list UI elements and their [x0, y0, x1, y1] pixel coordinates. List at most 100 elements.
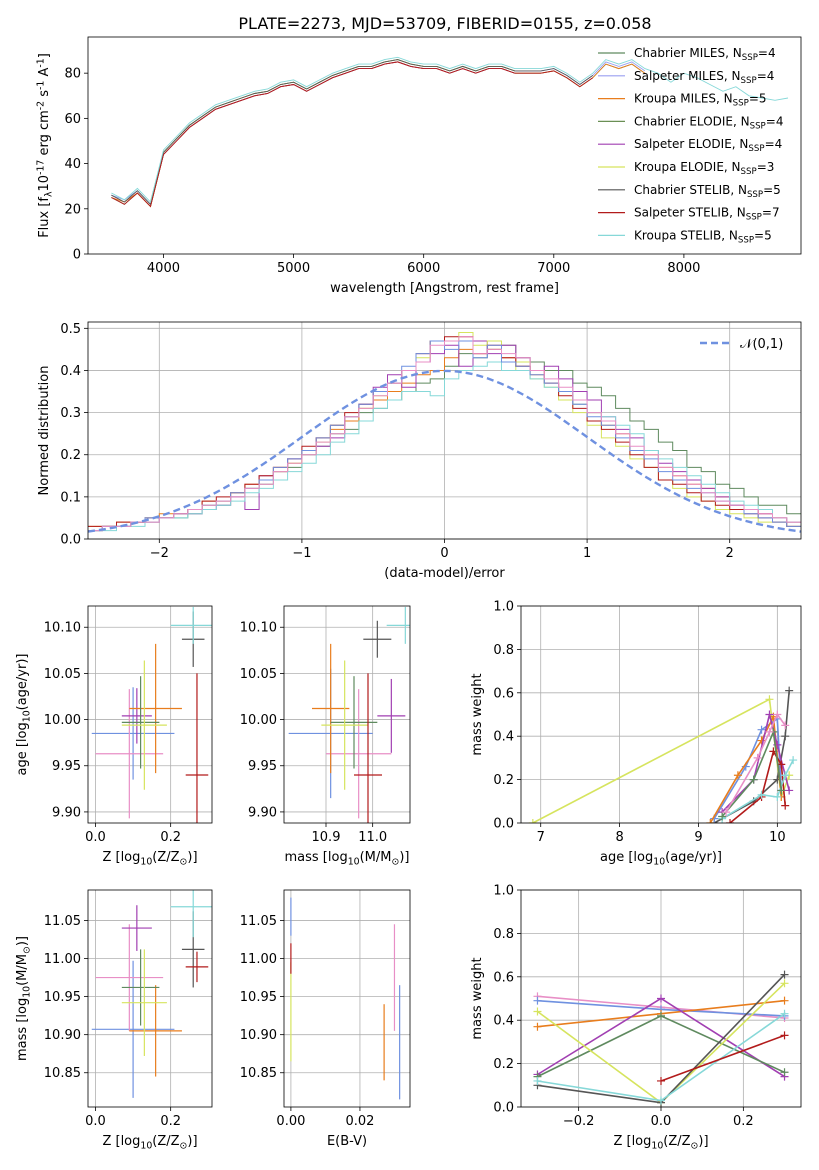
y-tick-label: 9.90: [52, 805, 81, 820]
weight-marker: [765, 727, 774, 736]
histogram-5: [88, 361, 801, 532]
errorbar-point: [321, 660, 368, 790]
spectrum-line-7: [111, 61, 594, 208]
weight-marker: [733, 771, 742, 780]
errorbar-point: [185, 951, 209, 983]
weight-marker: [777, 760, 786, 769]
x-tick-label: 0.00: [276, 1114, 305, 1129]
weight-marker: [726, 819, 735, 823]
errorbar-point: [330, 676, 378, 769]
errorbar-point: [91, 687, 175, 780]
spectrum-line-6: [111, 59, 594, 206]
x-axis-label: (data-model)/error: [384, 566, 505, 581]
weight-marker: [657, 1076, 665, 1085]
panel-spectrum: 4000 5000 6000 7000 8000 0 20 40 60 80 wavelength …: [35, 36, 802, 296]
x-tick-label: 0.0: [85, 1114, 106, 1129]
y-tick-label: 40: [64, 157, 81, 172]
errorbar-point: [326, 689, 392, 819]
x-tick-label: 8: [615, 830, 623, 845]
y-tick-label: 0.2: [60, 448, 81, 463]
y-tick-label: 0.2: [493, 1057, 514, 1072]
y-tick-label: 10.00: [240, 713, 277, 728]
x-tick-label: 0: [440, 546, 448, 561]
x-tick-label: 0.02: [345, 1114, 374, 1129]
y-tick-label: 0.8: [493, 927, 514, 942]
weight-marker: [757, 725, 766, 734]
weight-marker: [533, 1022, 542, 1031]
y-tick-label: 0.0: [493, 1101, 514, 1116]
legend-entry: Chabrier STELIB, NSSP=5: [634, 183, 781, 200]
x-tick-label: 7: [537, 830, 545, 845]
y-axis-label: mass weight: [470, 957, 485, 1039]
errorbar-point: [386, 606, 410, 644]
y-tick-label: 9.95: [52, 759, 81, 774]
weight-marker: [773, 710, 782, 719]
y-tick-label: 0.6: [493, 686, 514, 701]
legend-entry: Salpeter ELODIE, NSSP=4: [634, 137, 782, 154]
errorbar-point: [354, 673, 382, 823]
x-tick-label: 9: [694, 830, 702, 845]
errorbar-point: [129, 643, 182, 774]
errorbar-point: [121, 660, 167, 790]
weight-marker: [789, 756, 798, 765]
histogram-7: [88, 336, 801, 532]
weight-line-7: [721, 728, 783, 818]
y-tick-label: 10.00: [44, 713, 81, 728]
weight-marker: [780, 970, 789, 979]
x-tick-label: 5000: [277, 261, 310, 276]
x-tick-label: −0.2: [563, 1114, 595, 1129]
y-tick-label: 10.05: [240, 667, 277, 682]
plot-area: [528, 686, 798, 823]
axes-frame: [87, 889, 213, 1108]
x-tick-label: 4000: [147, 261, 180, 276]
errorbar-point: [121, 905, 152, 951]
weight-marker: [657, 1096, 665, 1105]
weight-marker: [753, 753, 762, 762]
x-tick-label: 0.2: [160, 1114, 181, 1129]
legend-entry: 𝒩(0,1): [740, 337, 783, 352]
legend-entry: Kroupa ELODIE, NSSP=3: [634, 160, 774, 177]
y-tick-label: 10.05: [44, 667, 81, 682]
errorbar-point: [91, 960, 175, 1098]
y-tick-label: 0.5: [60, 322, 81, 337]
weight-marker: [706, 819, 715, 823]
panel-age-vs-mass: 10.9 11.0 9.90 9.95 10.00 10.05 10.10 mass [log…: [240, 605, 411, 867]
errorbar-point: [312, 643, 350, 774]
y-axis-label: mass weight: [470, 673, 485, 755]
y-tick-label: 10.85: [44, 1066, 81, 1081]
y-tick-label: 0.0: [493, 817, 514, 832]
errorbar-point: [95, 924, 164, 1031]
weight-marker: [722, 808, 731, 817]
errorbar-point: [121, 676, 160, 769]
y-tick-label: 11.05: [44, 914, 81, 929]
y-tick-label: 10.90: [240, 1028, 277, 1043]
y-tick-label: 0.8: [493, 643, 514, 658]
weight-marker: [528, 819, 537, 823]
weight-marker: [781, 732, 790, 741]
x-tick-label: 0.0: [85, 830, 106, 845]
y-tick-label: 0.4: [493, 1014, 514, 1029]
weight-marker: [780, 979, 789, 988]
weight-marker: [780, 996, 789, 1005]
x-tick-label: 1: [583, 546, 591, 561]
weight-marker: [785, 686, 794, 695]
errorbar-point: [95, 689, 164, 819]
y-tick-label: 11.00: [44, 952, 81, 967]
y-tick-label: 11.05: [240, 914, 277, 929]
x-tick-label: −1: [292, 546, 311, 561]
weight-marker: [757, 790, 766, 799]
legend-entry: Chabrier MILES, NSSP=4: [634, 46, 776, 63]
x-tick-label: 0.2: [733, 1114, 754, 1129]
y-tick-label: 0.1: [60, 490, 81, 505]
y-tick-label: 9.90: [248, 805, 277, 820]
weight-marker: [780, 1031, 789, 1040]
y-tick-label: 10.10: [44, 621, 81, 636]
spectrum-line-8: [111, 56, 789, 203]
legend-entry: Salpeter MILES, NSSP=4: [634, 69, 774, 86]
panel-residuals: −2 −1 0 1 2 0.0 0.1 0.2 0.3 0.4 0.5 (data-model)/er…: [37, 321, 802, 581]
y-tick-label: 0.2: [493, 773, 514, 788]
y-tick-label: 9.95: [248, 759, 277, 774]
weight-marker: [773, 792, 782, 801]
y-tick-label: 0.0: [60, 533, 81, 548]
